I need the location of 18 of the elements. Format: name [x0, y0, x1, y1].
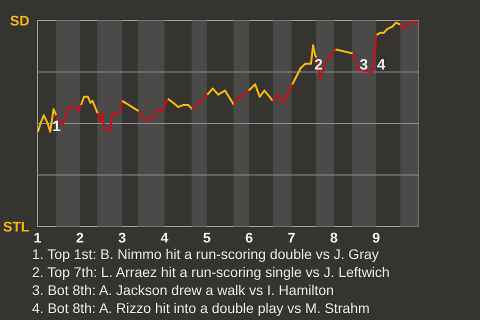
text: SD [10, 12, 30, 28]
text: 4. Bot 8th: A. Rizzo hit into a double play vs M. Strahm [32, 300, 370, 316]
annotation: 1 [52, 118, 61, 136]
annotation: 3 [360, 56, 368, 74]
x-tick-label: 4 [160, 230, 169, 246]
x-tick-label: 3 [118, 230, 126, 246]
text: 2. Top 7th: L. Arraez hit a run-scoring single vs J. Leftwich [32, 264, 390, 280]
x-tick-label: 2 [76, 230, 84, 246]
x-tick-label: 8 [330, 230, 338, 246]
x-tick-label: 7 [288, 230, 296, 246]
x-tick-label: 1 [34, 230, 42, 246]
x-tick-label: 6 [245, 230, 254, 246]
text: 1. Top 1st: B. Nimmo hit a run-scoring double vs J. Gray [32, 246, 379, 262]
text: 3. Bot 8th: A. Jackson drew a walk vs I. Hamilton [32, 282, 334, 298]
text: STL [3, 218, 30, 234]
x-tick-label: 9 [372, 230, 380, 246]
annotation: 4 [377, 56, 386, 74]
x-tick-label: 5 [202, 230, 211, 246]
